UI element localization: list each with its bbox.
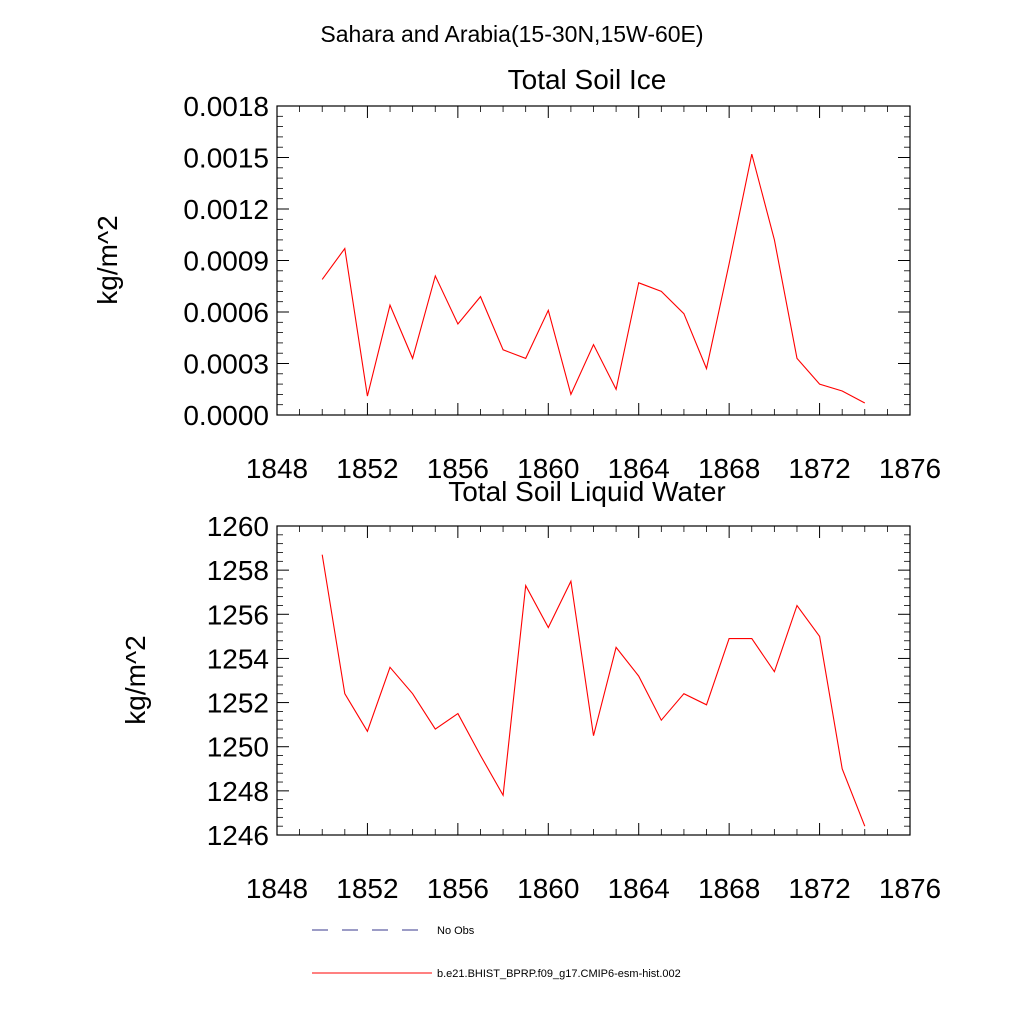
y-axis-label: kg/m^2: [120, 635, 151, 724]
y-tick-label: 0.0018: [183, 91, 269, 122]
y-tick-label: 1256: [207, 599, 269, 630]
x-tick-label: 1848: [246, 873, 308, 904]
panel-title: Total Soil Liquid Water: [448, 476, 726, 507]
y-tick-label: 1254: [207, 643, 269, 674]
x-tick-label: 1852: [336, 453, 398, 484]
y-tick-label: 1260: [207, 511, 269, 542]
x-tick-label: 1872: [788, 453, 850, 484]
axis-ticks: 1848 1852 1856 1860 1864 1868 1872 1876 1246 1248…: [207, 511, 941, 904]
x-tick-label: 1856: [427, 453, 489, 484]
x-tick-label: 1860: [517, 873, 579, 904]
y-tick-label: 0.0000: [183, 400, 269, 431]
series-line: [321, 153, 866, 404]
x-tick-label: 1856: [427, 873, 489, 904]
x-tick-label: 1860: [517, 453, 579, 484]
x-tick-label: 1876: [879, 873, 941, 904]
y-tick-label: 1258: [207, 555, 269, 586]
x-tick-label: 1864: [608, 873, 670, 904]
x-tick-label: 1852: [336, 873, 398, 904]
y-tick-label: 1246: [207, 820, 269, 851]
x-tick-label: 1864: [608, 453, 670, 484]
panel-soil-liquid-water: Total Soil Liquid Water kg/m^2 1848 1852 1…: [120, 476, 941, 904]
legend: No Obs b.e21.BHIST_BPRP.f09_g17.CMIP6-es…: [312, 925, 681, 980]
y-tick-label: 1250: [207, 732, 269, 763]
x-tick-label: 1876: [879, 453, 941, 484]
plot-frame: [276, 525, 911, 836]
y-axis-label: kg/m^2: [92, 215, 123, 304]
y-tick-label: 0.0006: [183, 297, 269, 328]
panel-title: Total Soil Ice: [508, 64, 667, 95]
y-tick-label: 1248: [207, 776, 269, 807]
series-line: [321, 554, 866, 827]
y-tick-label: 0.0015: [183, 143, 269, 174]
x-tick-label: 1872: [788, 873, 850, 904]
y-tick-label: 1252: [207, 688, 269, 719]
y-tick-label: 0.0012: [183, 194, 269, 225]
x-tick-label: 1868: [698, 873, 760, 904]
plot-frame: [276, 105, 911, 416]
x-tick-label: 1868: [698, 453, 760, 484]
y-tick-label: 0.0003: [183, 349, 269, 380]
axis-ticks: 1848 1852 1856 1860 1864 1868 1872 1876 0.0000 0.…: [183, 91, 941, 484]
y-tick-label: 0.0009: [183, 246, 269, 277]
panel-soil-ice: Total Soil Ice kg/m^2 1848 1852 1856 1860 18…: [92, 64, 941, 484]
legend-label-run: b.e21.BHIST_BPRP.f09_g17.CMIP6-esm-hist.…: [437, 968, 681, 980]
x-tick-label: 1848: [246, 453, 308, 484]
series-group: [321, 153, 866, 404]
figure-title: Sahara and Arabia(15-30N,15W-60E): [320, 21, 703, 47]
series-group: [321, 554, 866, 827]
legend-label-no-obs: No Obs: [437, 925, 475, 937]
